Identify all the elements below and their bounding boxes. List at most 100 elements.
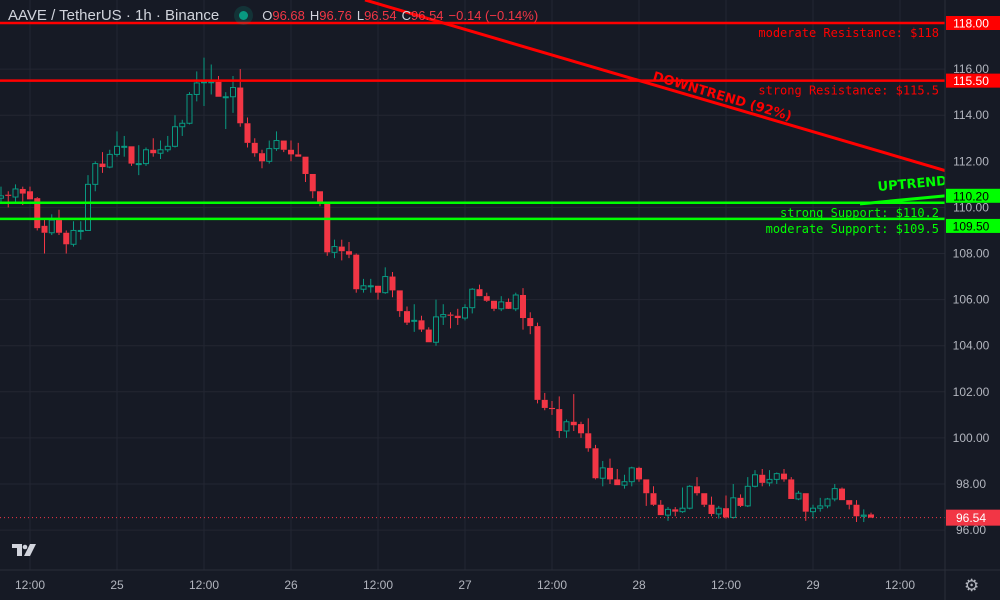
y-tick-label: 96.00: [956, 523, 986, 537]
candle: [737, 494, 744, 508]
candle: [578, 421, 584, 438]
candle: [309, 173, 316, 199]
candle: [0, 186, 4, 203]
x-tick-label: 12:00: [885, 578, 915, 592]
candle-body-down: [650, 493, 657, 505]
candle: [331, 239, 338, 259]
candle-body-down: [19, 188, 26, 194]
candle: [201, 57, 207, 106]
candle-body-up: [179, 122, 186, 128]
candle: [288, 140, 294, 162]
level-price-tag-text: 110.20: [953, 189, 989, 203]
x-tick-label: 29: [806, 578, 820, 592]
settings-gear-icon[interactable]: ⚙: [964, 576, 980, 595]
x-tick-label: 28: [632, 578, 646, 592]
candle: [781, 469, 787, 482]
candle-body-down: [694, 486, 700, 494]
level-label: strong Resistance: $115.5: [758, 84, 939, 98]
candle: [280, 140, 287, 153]
candle-body-down: [5, 194, 12, 196]
candle-body-down: [454, 315, 461, 319]
candle: [476, 284, 483, 297]
candle: [657, 500, 664, 516]
level-label: moderate Support: $109.5: [766, 222, 939, 236]
candle-body-up: [0, 195, 4, 199]
market-status-icon: [239, 11, 249, 20]
candle: [483, 292, 490, 302]
candle-body-down: [324, 203, 331, 253]
candle-body-down: [34, 198, 41, 229]
candle-body-down: [505, 301, 512, 309]
candle: [665, 507, 671, 521]
candle-body-down: [396, 290, 403, 312]
y-tick-label: 116.00: [953, 62, 989, 76]
candle-body-up: [48, 219, 55, 234]
candle-body-up: [85, 183, 91, 231]
candle-body-down: [527, 318, 534, 327]
candle-body-up: [382, 276, 389, 294]
candle: [396, 290, 403, 317]
x-tick-label: 26: [284, 578, 298, 592]
downtrend-line: [364, 0, 945, 172]
symbol-title[interactable]: AAVE / TetherUS · 1h · Binance: [8, 7, 220, 24]
candle: [77, 221, 84, 240]
candle: [831, 484, 838, 502]
candle: [556, 396, 563, 438]
candle-body-down: [338, 246, 345, 252]
candle: [752, 470, 758, 488]
candle-body-up: [824, 498, 831, 507]
candle: [715, 505, 722, 519]
candle: [759, 469, 766, 487]
candle-body-down: [657, 504, 664, 516]
candle-body-up: [773, 473, 780, 480]
candle-body-up: [157, 149, 164, 154]
candle: [48, 214, 55, 236]
candle: [34, 197, 41, 231]
candle-body-down: [288, 149, 294, 155]
y-tick-label: 106.00: [953, 293, 990, 307]
candle: [498, 296, 505, 312]
candle-body-up: [679, 507, 686, 513]
candle-body-up: [810, 507, 816, 513]
candle: [621, 474, 628, 489]
candle: [215, 76, 222, 97]
candle-body-down: [534, 326, 541, 400]
candle: [672, 507, 679, 517]
candle: [208, 64, 215, 95]
candle-body-up: [77, 229, 84, 232]
candle-body-down: [215, 81, 222, 97]
candle: [860, 509, 867, 523]
candle: [701, 493, 708, 508]
candle: [679, 487, 686, 513]
y-tick-label: 114.00: [953, 108, 989, 122]
candle-body-up: [665, 508, 671, 516]
candle: [520, 288, 526, 330]
x-tick-label: 12:00: [711, 578, 741, 592]
candle: [251, 138, 258, 157]
candle: [106, 149, 113, 169]
candle: [418, 315, 425, 332]
candle: [534, 322, 541, 404]
candle: [375, 285, 381, 300]
candle: [730, 484, 737, 519]
candle: [491, 300, 497, 312]
open-value: 96.68: [272, 8, 305, 23]
low-label: L: [356, 8, 365, 23]
candle-body-up: [266, 148, 273, 162]
candle: [462, 304, 468, 321]
tradingview-logo[interactable]: [10, 540, 38, 560]
candle: [411, 304, 418, 332]
candle: [157, 140, 164, 159]
candle-body-up: [114, 145, 120, 155]
candle: [773, 472, 780, 484]
x-tick-label: 27: [458, 578, 472, 592]
candle-body-down: [614, 479, 621, 486]
candle: [193, 71, 200, 102]
candle: [694, 477, 700, 496]
level-price-tag: [946, 73, 1000, 88]
candle-body-down: [585, 433, 592, 449]
candle-body-up: [331, 246, 338, 253]
candle-body-up: [411, 319, 418, 322]
candle-body-down: [280, 140, 287, 150]
